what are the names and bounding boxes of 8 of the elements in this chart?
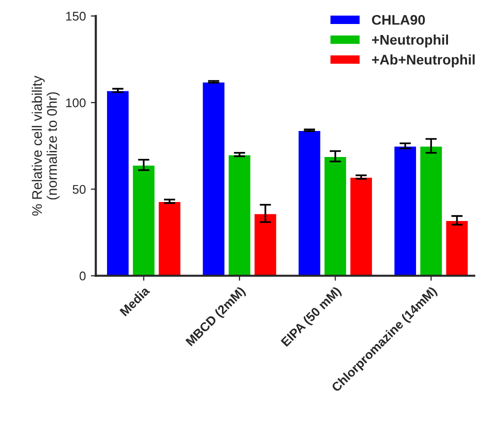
legend-label: CHLA90 xyxy=(372,14,425,25)
y-tick-label: 100 xyxy=(66,98,86,108)
y-tick-label: 150 xyxy=(66,12,86,21)
y-axis-title: % Relative cell viability (normalize to 0hr) xyxy=(32,76,60,216)
legend-label: +Neutrophil xyxy=(372,34,448,48)
y-tick-label: 0 xyxy=(80,272,86,280)
legend-label: +Ab+Neutrophil xyxy=(372,54,475,68)
y-tick-label: 50 xyxy=(72,184,86,194)
